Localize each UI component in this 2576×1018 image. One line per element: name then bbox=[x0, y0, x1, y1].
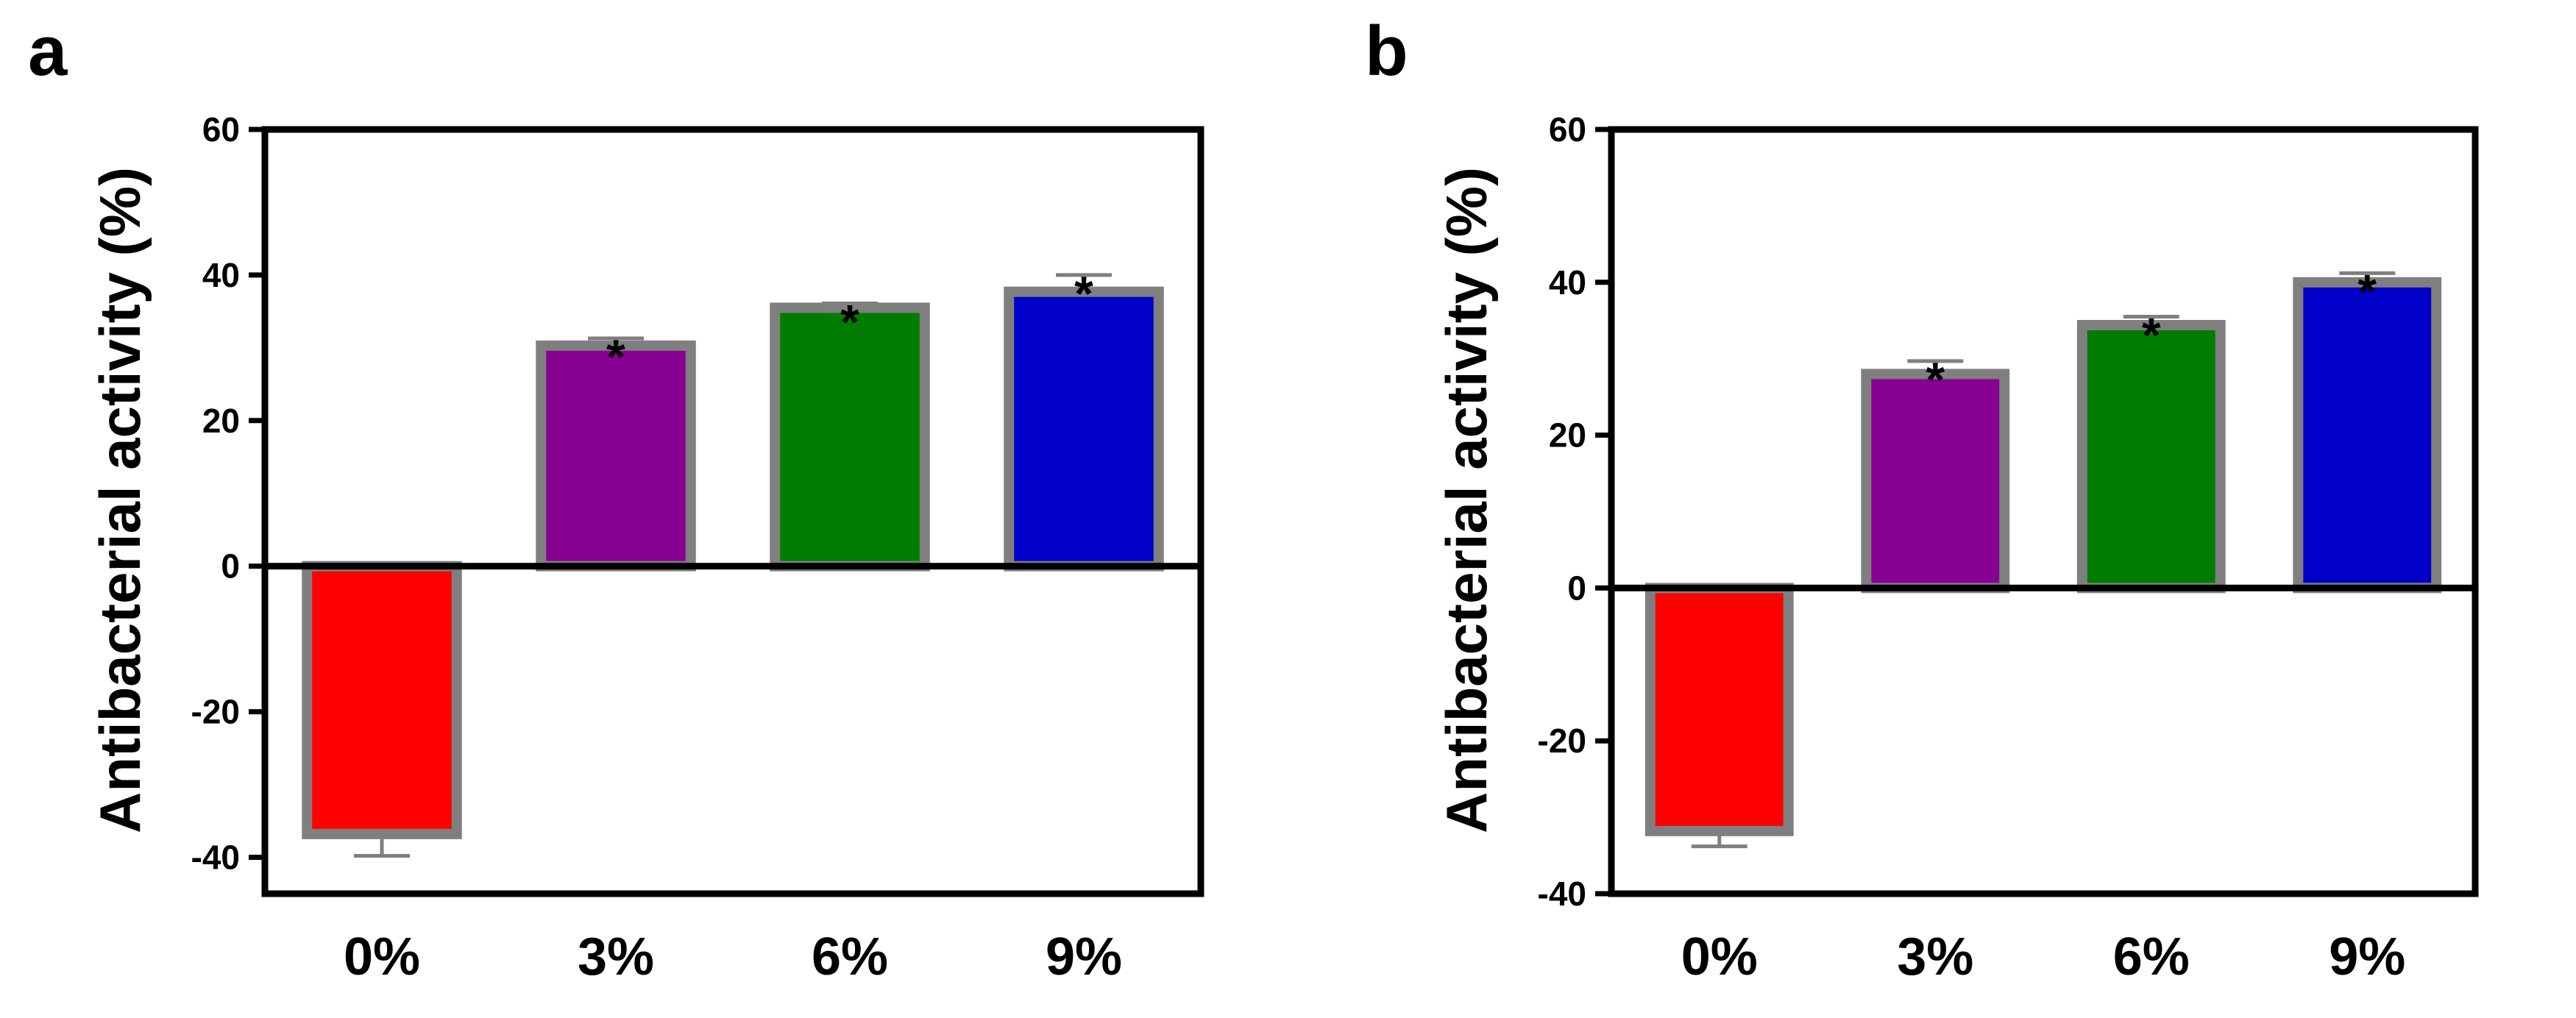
significance-marker: * bbox=[2357, 264, 2377, 318]
significance-marker: * bbox=[1926, 352, 1945, 407]
y-tick-label: 40 bbox=[202, 256, 240, 294]
panel-label: b bbox=[1365, 12, 1408, 90]
y-tick-label: 60 bbox=[1549, 110, 1586, 149]
panel-b: b Antibacterial activity (%) 0% * 3% * 6% * 9% -4… bbox=[1365, 12, 2479, 986]
bar bbox=[536, 340, 696, 572]
y-axis-label: Antibacterial activity (%) bbox=[88, 167, 152, 833]
y-tick-label: 40 bbox=[1549, 263, 1586, 302]
y-tick-label: -40 bbox=[1538, 875, 1586, 913]
bar bbox=[2076, 319, 2226, 594]
significance-marker: * bbox=[606, 330, 625, 384]
y-tick-label: 20 bbox=[202, 402, 240, 440]
x-tick-label: 3% bbox=[578, 928, 654, 986]
x-tick-label: 6% bbox=[2113, 928, 2190, 986]
y-tick-label: 0 bbox=[1567, 569, 1586, 607]
x-tick-label: 9% bbox=[2329, 928, 2405, 986]
significance-marker: * bbox=[1074, 266, 1093, 321]
y-tick-label: 0 bbox=[221, 547, 240, 585]
bar bbox=[1004, 286, 1164, 572]
plot-frame bbox=[261, 126, 1204, 897]
y-tick-label: -20 bbox=[191, 693, 240, 731]
significance-marker: * bbox=[840, 294, 859, 349]
y-tick-label: 60 bbox=[202, 110, 240, 149]
panel-a: a Antibacterial activity (%) 0% * 3% * 6% * 9% -4… bbox=[28, 12, 1204, 986]
significance-marker: * bbox=[2142, 308, 2161, 363]
x-tick-label: 3% bbox=[1897, 928, 1973, 986]
bar bbox=[1861, 369, 2010, 594]
x-tick-label: 0% bbox=[1681, 928, 1758, 986]
x-tick-label: 9% bbox=[1046, 928, 1122, 986]
x-tick-label: 0% bbox=[344, 928, 420, 986]
bar bbox=[302, 560, 462, 839]
x-tick-label: 6% bbox=[812, 928, 888, 986]
bar bbox=[1644, 583, 1794, 836]
y-tick-label: 20 bbox=[1549, 416, 1586, 455]
y-axis-label: Antibacterial activity (%) bbox=[1434, 167, 1499, 833]
panel-label: a bbox=[28, 12, 68, 90]
plot-frame bbox=[1608, 126, 2479, 897]
bar bbox=[2293, 277, 2442, 594]
y-tick-label: -20 bbox=[1538, 722, 1586, 760]
y-tick-label: -40 bbox=[191, 839, 240, 877]
